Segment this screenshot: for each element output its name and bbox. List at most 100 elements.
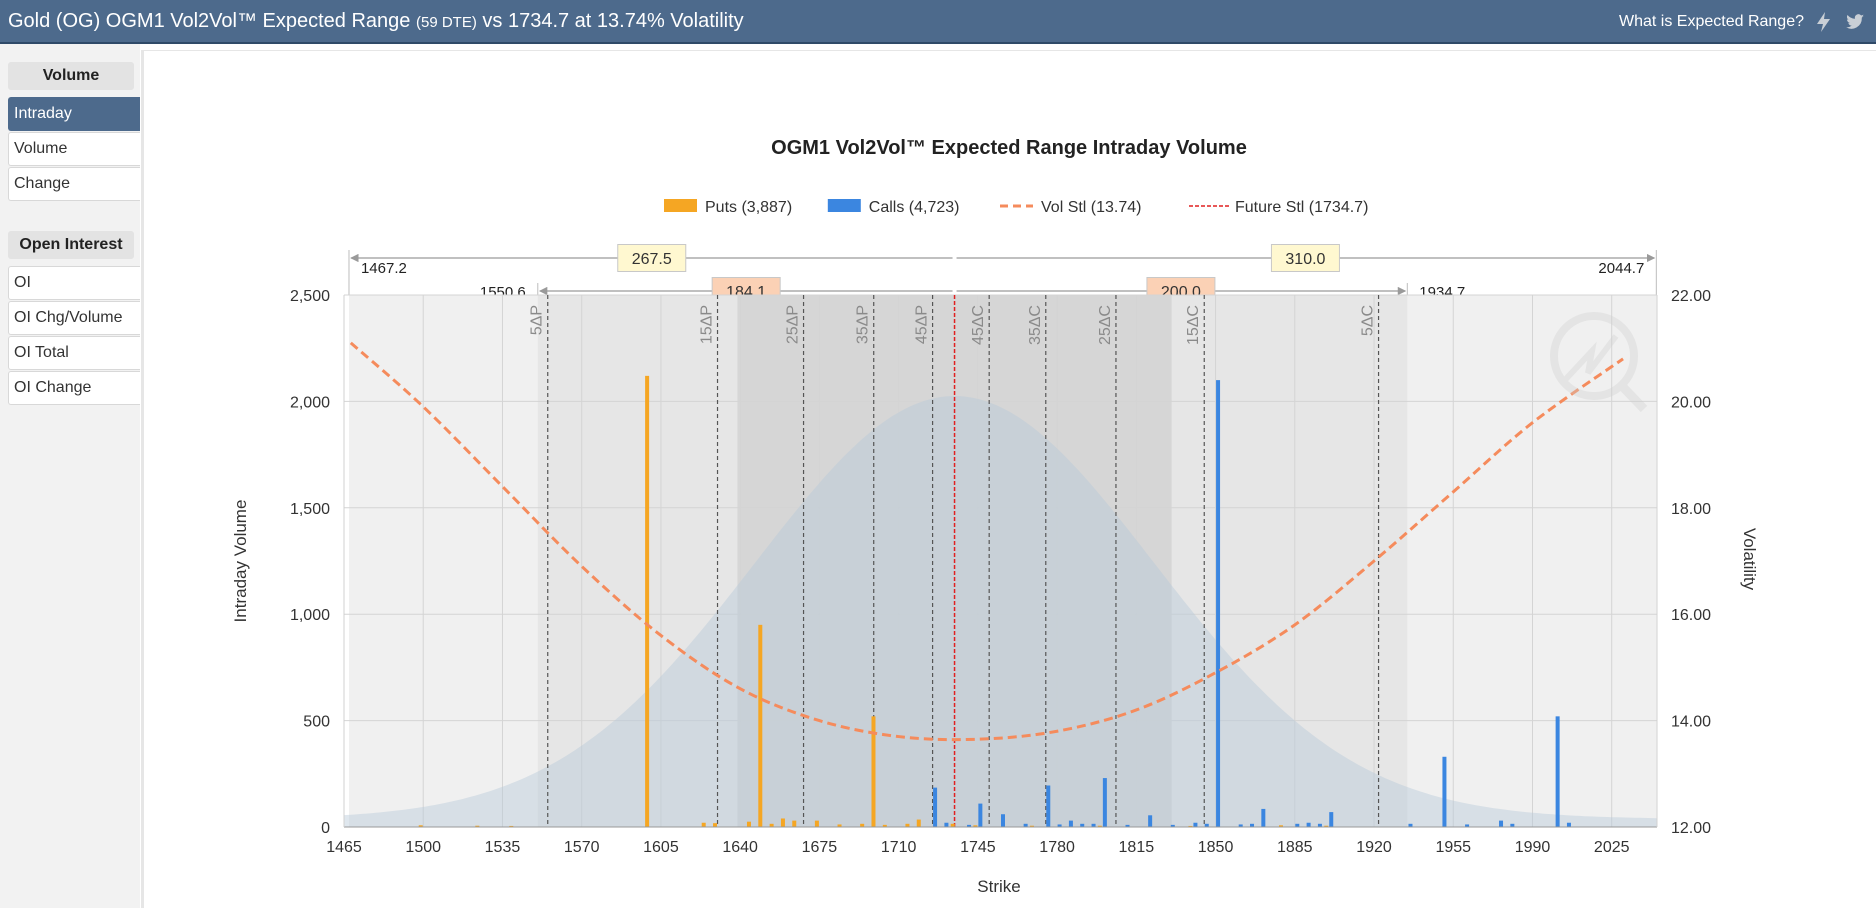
- call-bar: [1046, 785, 1051, 827]
- x-tick-label: 1605: [643, 839, 679, 856]
- x-tick-label: 1675: [802, 839, 838, 856]
- title-main: Gold (OG) OGM1 Vol2Vol™ Expected Range: [8, 9, 411, 32]
- put-bar: [916, 819, 921, 827]
- range-up-box: [1270, 244, 1340, 272]
- y-tick-label: 1,000: [290, 607, 330, 624]
- delta-label: 5ΔP: [529, 305, 546, 335]
- sidebar-item-oi-total[interactable]: OI Total: [8, 336, 140, 370]
- y-tick-label: 1,500: [290, 501, 330, 518]
- sidebar: Volume Intraday Volume Change Open Inter…: [0, 44, 140, 908]
- delta-label: 25ΔP: [785, 305, 802, 344]
- x-tick-label: 1745: [960, 839, 996, 856]
- call-bar: [1329, 812, 1334, 827]
- y2-axis-title: Volatility: [1740, 528, 1759, 591]
- y-tick-label: 2,500: [290, 288, 330, 305]
- call-bar: [944, 822, 949, 827]
- legend-swatch: [664, 199, 697, 212]
- x-tick-label: 1500: [405, 839, 441, 856]
- chart-panel: OGM1 Vol2Vol™ Expected Range Intraday Vo…: [141, 50, 1876, 908]
- x-tick-label: 1465: [326, 839, 362, 856]
- call-bar: [1170, 824, 1175, 827]
- put-bar: [1097, 825, 1102, 827]
- range-down-value: 267.5: [632, 251, 672, 268]
- put-bar: [746, 821, 751, 827]
- sidebar-item-change[interactable]: Change: [8, 167, 140, 201]
- delta-label: 15ΔP: [699, 305, 716, 344]
- call-bar: [1555, 716, 1560, 827]
- call-bar: [1295, 823, 1300, 827]
- sidebar-item-intraday[interactable]: Intraday: [8, 97, 140, 131]
- put-bar: [645, 375, 650, 827]
- page-title: Gold (OG) OGM1 Vol2Vol™ Expected Range (…: [8, 10, 744, 33]
- call-bar: [1057, 824, 1062, 827]
- y-axis-title: Intraday Volume: [231, 500, 250, 623]
- range-right-label: 2044.7: [1598, 260, 1644, 277]
- put-bar: [1188, 825, 1193, 827]
- y2-tick-label: 14.00: [1671, 714, 1711, 731]
- put-bar: [860, 823, 865, 827]
- sidebar-item-oi[interactable]: OI: [8, 266, 140, 300]
- y2-tick-label: 16.00: [1671, 607, 1711, 624]
- x-tick-label: 1710: [881, 839, 917, 856]
- distribution-area: [344, 396, 1657, 827]
- title-dte: (59 DTE): [415, 13, 477, 31]
- x-tick-label: 1955: [1435, 839, 1471, 856]
- call-bar: [1125, 824, 1130, 827]
- flash-icon[interactable]: [1814, 11, 1834, 33]
- put-bar: [509, 825, 514, 827]
- put-bar: [1324, 825, 1329, 827]
- range-row: 267.5 310.0 1467.2 2044.7: [348, 244, 1657, 295]
- x-tick-label: 1640: [722, 839, 758, 856]
- sidebar-item-oi-chg-volume[interactable]: OI Chg/Volume: [8, 301, 140, 335]
- y2-tick-label: 22.00: [1671, 288, 1711, 305]
- delta-label: 15ΔC: [1185, 305, 1202, 345]
- call-bar: [1148, 815, 1153, 827]
- call-bar: [1317, 823, 1322, 827]
- watermark-logo: [1550, 312, 1648, 413]
- x-tick-label: 1920: [1356, 839, 1392, 856]
- call-bar: [1250, 823, 1255, 827]
- call-bar: [1442, 756, 1447, 827]
- sidebar-item-oi-change[interactable]: OI Change: [8, 371, 140, 405]
- title-tail: vs 1734.7 at 13.74% Volatility: [482, 9, 744, 32]
- call-bar: [1261, 808, 1266, 827]
- delta-label: 25ΔC: [1097, 305, 1114, 345]
- call-bar: [1216, 380, 1221, 827]
- call-bar: [1306, 822, 1311, 827]
- delta-label: 35ΔC: [1027, 305, 1044, 345]
- legend-item: Puts (3,887): [664, 199, 792, 216]
- put-bar: [837, 824, 842, 827]
- put-bar: [1278, 825, 1283, 827]
- y2-tick-label: 12.00: [1671, 820, 1711, 837]
- legend-label: Future Stl (1734.7): [1235, 199, 1368, 216]
- call-bar: [1510, 823, 1515, 827]
- put-bar: [950, 823, 955, 827]
- put-bar: [871, 716, 876, 827]
- call-bar: [1023, 823, 1028, 827]
- call-bar: [1193, 822, 1198, 827]
- range-down-box: [617, 244, 687, 272]
- call-bar: [1499, 820, 1504, 827]
- put-bar: [882, 824, 887, 827]
- put-bar: [475, 825, 480, 827]
- put-bar: [792, 820, 797, 827]
- call-bar: [1068, 820, 1073, 827]
- legend-label: Vol Stl (13.74): [1041, 199, 1142, 216]
- call-bar: [1566, 822, 1571, 827]
- legend-item: Future Stl (1734.7): [1189, 199, 1368, 216]
- put-bar: [905, 823, 910, 827]
- expected-range-chart: OGM1 Vol2Vol™ Expected Range Intraday Vo…: [231, 137, 1759, 896]
- x-tick-label: 1885: [1277, 839, 1313, 856]
- twitter-icon[interactable]: [1844, 11, 1864, 33]
- y-tick-label: 500: [303, 714, 330, 731]
- put-bar: [418, 825, 423, 827]
- y-tick-label: 0: [321, 820, 330, 837]
- put-bar: [973, 825, 978, 827]
- vol-settle-curve: [349, 341, 1624, 742]
- help-link[interactable]: What is Expected Range?: [1619, 13, 1804, 30]
- sidebar-item-volume[interactable]: Volume: [8, 132, 140, 166]
- title-bar: Gold (OG) OGM1 Vol2Vol™ Expected Range (…: [0, 0, 1876, 44]
- x-tick-label: 1535: [485, 839, 521, 856]
- legend-item: Vol Stl (13.74): [1000, 199, 1142, 216]
- call-bar: [1238, 824, 1243, 827]
